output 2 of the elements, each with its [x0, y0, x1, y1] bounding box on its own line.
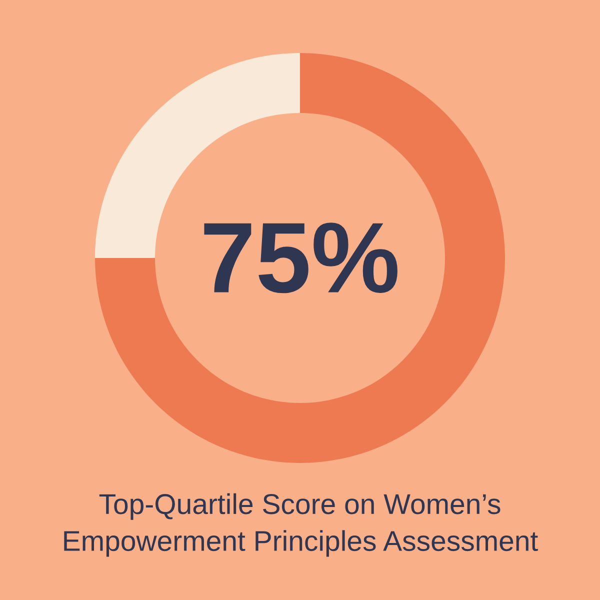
text: Top-Quartile Score on Women’s Empowerment Principles Assessment — [64, 493, 538, 557]
data-label: 75% — [204, 222, 398, 294]
